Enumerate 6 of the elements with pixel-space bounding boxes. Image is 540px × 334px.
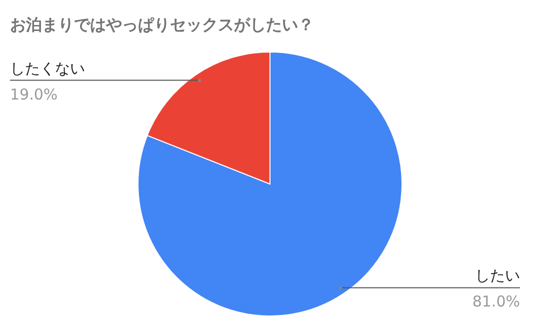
slice-label: したくない bbox=[10, 59, 85, 78]
pie-slice bbox=[138, 52, 402, 316]
data-label: 19.0% bbox=[10, 85, 58, 104]
chart-title: お泊まりではやっぱりセックスがしたい？ bbox=[10, 15, 314, 34]
data-label: 81.0% bbox=[472, 292, 520, 311]
slice-label: したい bbox=[475, 266, 520, 285]
